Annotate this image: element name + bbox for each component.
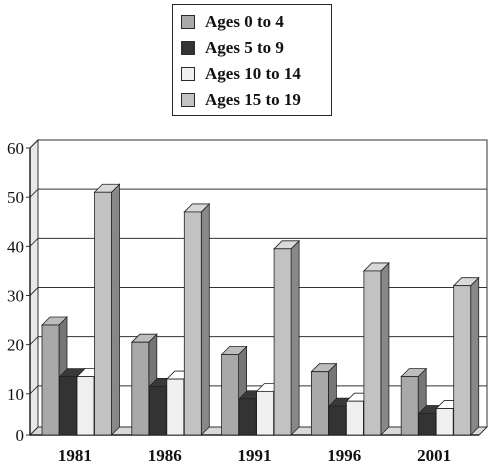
x-tick-label: 1991 <box>238 446 272 465</box>
legend-label-ages-5-9: Ages 5 to 9 <box>205 38 284 57</box>
bar-1991-series-4 <box>273 248 292 436</box>
bar-2001-series-4 <box>453 285 472 436</box>
bar-2001-series-3 <box>435 408 454 436</box>
gridline-diagonal <box>29 188 39 198</box>
legend-swatch-ages-10-14 <box>181 67 195 81</box>
x-tick-label: 1981 <box>58 446 92 465</box>
bar-2001-series-1 <box>400 376 419 436</box>
legend-item-ages-15-19: Ages 15 to 19 <box>181 89 301 111</box>
bar-side <box>290 239 300 436</box>
y-tick-label: 50 <box>7 188 24 207</box>
gridline-diagonal <box>29 336 39 346</box>
bar-1991-series-2 <box>238 398 257 436</box>
bar-side <box>470 276 480 436</box>
bar-1996-series-2 <box>328 405 347 436</box>
bar-1996-series-3 <box>345 400 364 436</box>
bar-1986-series-3 <box>166 378 185 436</box>
legend-item-ages-0-4: Ages 0 to 4 <box>181 11 284 33</box>
legend-item-ages-5-9: Ages 5 to 9 <box>181 37 284 59</box>
bar-side <box>200 202 210 436</box>
legend-swatch-ages-0-4 <box>181 15 195 29</box>
x-tick-label: 2001 <box>417 446 451 465</box>
gridline-diagonal <box>29 139 39 149</box>
bar-1986-series-4 <box>183 211 202 436</box>
bar-side <box>111 183 120 436</box>
legend: Ages 0 to 4 Ages 5 to 9 Ages 10 to 14 Ag… <box>172 4 332 116</box>
y-tick-label: 10 <box>7 385 24 404</box>
y-tick-label: 60 <box>7 139 24 158</box>
bar-2001-series-2 <box>418 413 437 436</box>
bar-1981-series-1 <box>41 324 60 436</box>
x-tick-label: 1986 <box>148 446 182 465</box>
bar-side <box>380 261 390 436</box>
legend-item-ages-10-14: Ages 10 to 14 <box>181 63 301 85</box>
y-tick-label: 30 <box>7 287 24 306</box>
bar-1991-series-1 <box>221 354 240 436</box>
bar-1986-series-1 <box>131 341 150 436</box>
y-tick-label: 40 <box>7 237 24 256</box>
gridline-diagonal <box>29 237 39 247</box>
x-tick-label: 1996 <box>327 446 361 465</box>
legend-swatch-ages-15-19 <box>181 93 195 107</box>
bar-1986-series-2 <box>148 386 167 436</box>
bar-1996-series-1 <box>310 371 329 436</box>
chart-side-wall <box>29 138 39 437</box>
legend-swatch-ages-5-9 <box>181 41 195 55</box>
bar-1981-series-3 <box>76 376 95 436</box>
bar-1991-series-3 <box>256 390 275 436</box>
gridline-diagonal <box>29 287 39 296</box>
bar-1981-series-4 <box>94 191 112 436</box>
legend-label-ages-15-19: Ages 15 to 19 <box>205 90 301 109</box>
bar-1996-series-4 <box>363 270 382 436</box>
bar-1981-series-2 <box>59 376 77 436</box>
gridline-diagonal <box>29 385 39 395</box>
y-tick-label: 0 <box>16 426 25 445</box>
legend-label-ages-0-4: Ages 0 to 4 <box>205 12 284 31</box>
y-tick-label: 20 <box>7 336 24 355</box>
legend-label-ages-10-14: Ages 10 to 14 <box>205 64 301 83</box>
